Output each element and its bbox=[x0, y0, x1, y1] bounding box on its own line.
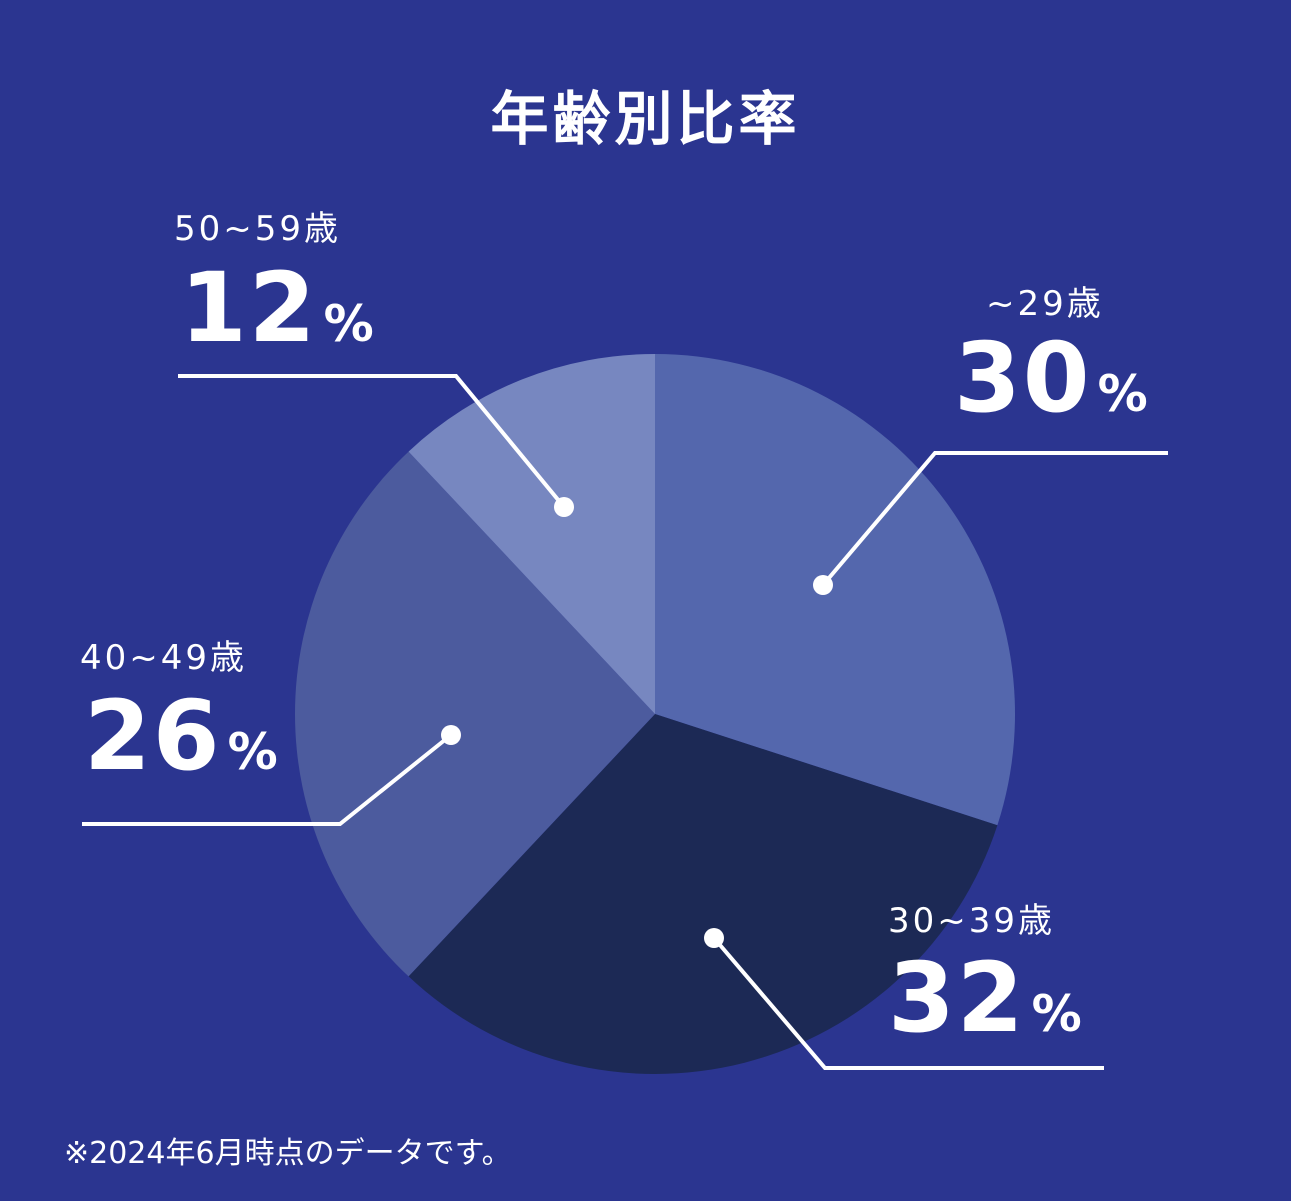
percent-unit: % bbox=[227, 723, 280, 781]
slice-percent: 30 bbox=[954, 322, 1092, 434]
leader-line-2 bbox=[82, 733, 453, 826]
slice-age-label: 30~39歳 bbox=[888, 901, 1056, 941]
slice-value-2: 26% bbox=[84, 688, 280, 784]
slice-age-label: ~29歳 bbox=[986, 284, 1104, 324]
percent-unit: % bbox=[1097, 365, 1150, 423]
leader-dot-0 bbox=[813, 575, 833, 595]
slice-percent: 26 bbox=[84, 680, 222, 792]
leader-line-1 bbox=[712, 936, 1104, 1070]
footnote: ※2024年6月時点のデータです。 bbox=[64, 1136, 512, 1171]
leader-dot-2 bbox=[441, 725, 461, 745]
slice-age-label: 50~59歳 bbox=[174, 209, 342, 249]
slice-label-1: 30~39歳 bbox=[888, 893, 1055, 942]
leader-dot-1 bbox=[704, 928, 724, 948]
slice-label-0: ~29歳 bbox=[986, 276, 1104, 325]
leader-line-3 bbox=[178, 374, 566, 509]
pie-slice-1 bbox=[408, 714, 998, 1074]
percent-unit: % bbox=[323, 295, 376, 353]
slice-age-label: 40~49歳 bbox=[80, 638, 248, 678]
percent-unit: % bbox=[1031, 985, 1084, 1043]
slice-percent: 12 bbox=[180, 252, 318, 364]
slice-value-3: 12% bbox=[180, 260, 376, 356]
pie-slice-0 bbox=[655, 354, 1016, 826]
slice-value-0: 30% bbox=[954, 330, 1150, 426]
slice-percent: 32 bbox=[888, 942, 1026, 1054]
leader-line-0 bbox=[821, 451, 1168, 587]
slice-label-2: 40~49歳 bbox=[80, 630, 247, 679]
slice-label-3: 50~59歳 bbox=[174, 201, 341, 250]
pie-slice-2 bbox=[294, 451, 655, 977]
slice-value-1: 32% bbox=[888, 950, 1084, 1046]
pie-slice-3 bbox=[408, 354, 655, 714]
leader-dot-3 bbox=[554, 497, 574, 517]
chart-title: 年齢別比率 bbox=[490, 85, 801, 153]
